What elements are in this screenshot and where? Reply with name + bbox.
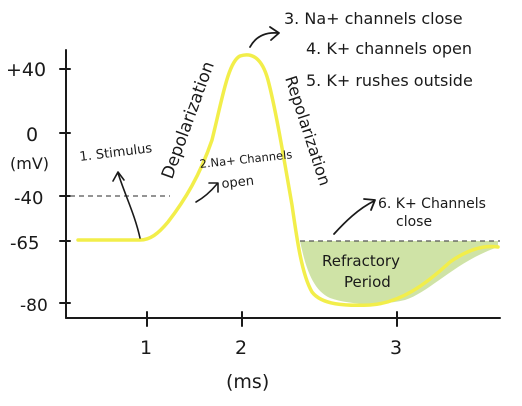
- arrow-peak: [249, 26, 280, 48]
- x-tick-label-2: 2: [235, 337, 247, 359]
- step-6-label-line2: close: [396, 214, 432, 230]
- step-2-label-line2: open: [221, 174, 255, 192]
- action-potential-curve: [76, 53, 500, 308]
- x-tick-label-1: 1: [140, 337, 152, 359]
- y-tick-label-minus65: -65: [10, 233, 39, 254]
- step-4-label: 4. K+ channels open: [306, 39, 472, 58]
- step-3-label: 3. Na+ channels close: [284, 9, 463, 28]
- refractory-fill: [300, 241, 498, 304]
- refractory-label-line2: Period: [344, 273, 391, 291]
- step-1-label: 1. Stimulus: [79, 141, 154, 165]
- y-tick-label-minus40: -40: [14, 188, 43, 209]
- arrow-stimulus: [112, 171, 141, 239]
- arrow-k-close: [333, 198, 376, 235]
- x-axis-unit: (ms): [226, 371, 269, 393]
- y-tick-label-0: 0: [26, 124, 38, 146]
- step-2-label-line1: 2.Na+ Channels: [199, 147, 293, 171]
- y-axis-unit: (mV): [10, 154, 49, 173]
- y-tick-label-minus80: -80: [20, 296, 48, 316]
- y-tick-label-plus40: +40: [6, 59, 46, 81]
- y-ticks: [59, 68, 71, 304]
- x-tick-label-3: 3: [390, 337, 402, 359]
- arrow-na-open: [195, 182, 219, 203]
- step-5-label: 5. K+ rushes outside: [306, 71, 473, 90]
- step-6-label-line1: 6. K+ Channels: [378, 196, 486, 212]
- x-ticks: [146, 311, 398, 327]
- refractory-label-line1: Refractory: [322, 252, 400, 270]
- repolarization-label: Repolarization: [281, 73, 334, 188]
